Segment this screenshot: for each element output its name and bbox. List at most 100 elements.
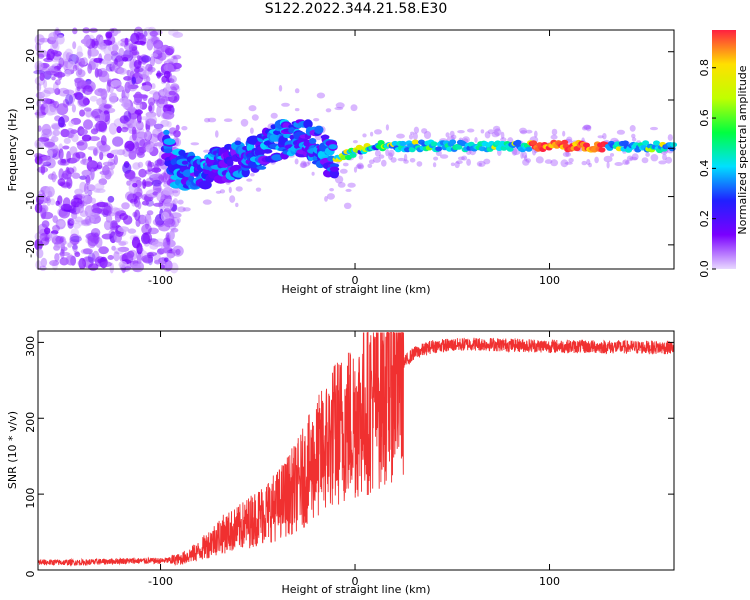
noise-blob: [67, 242, 73, 248]
noise-blob: [61, 173, 69, 181]
noise-blob: [87, 61, 96, 71]
noise-blob: [302, 161, 310, 167]
noise-blob: [609, 153, 615, 157]
noise-blob: [250, 127, 254, 134]
ridge-blob: [530, 140, 538, 146]
noise-blob: [41, 211, 54, 220]
noise-blob: [99, 170, 110, 175]
noise-blob: [129, 49, 140, 59]
noise-blob: [175, 248, 181, 256]
noise-blob: [60, 128, 70, 138]
noise-blob: [134, 109, 143, 115]
noise-blob: [52, 123, 61, 131]
noise-blob: [124, 37, 129, 46]
noise-blob: [130, 45, 138, 52]
noise-blob: [412, 132, 418, 141]
noise-blob: [50, 68, 58, 74]
noise-blob: [127, 193, 138, 203]
noise-blob: [396, 133, 405, 139]
noise-blob: [294, 158, 299, 165]
noise-blob: [423, 131, 432, 139]
noise-blob: [64, 69, 71, 77]
noise-blob: [34, 203, 43, 214]
noise-blob: [493, 125, 501, 132]
ridge-blob: [303, 119, 313, 129]
noise-blob: [99, 111, 105, 124]
noise-blob: [106, 152, 115, 159]
spectrogram-y-tick-label: -20: [24, 240, 37, 258]
spectrogram-marks: [33, 26, 678, 274]
noise-blob: [353, 166, 358, 173]
noise-blob: [358, 154, 364, 160]
noise-blob: [43, 79, 48, 89]
noise-blob: [150, 53, 159, 58]
noise-blob: [143, 213, 151, 221]
noise-blob: [131, 46, 138, 56]
noise-blob: [84, 205, 94, 218]
colorbar-ticks: 0.0 0.2 0.4 0.6 0.8: [698, 59, 716, 278]
noise-blob: [46, 128, 53, 137]
noise-blob: [141, 223, 152, 235]
noise-blob: [39, 265, 47, 271]
noise-blob: [603, 155, 613, 163]
noise-blob: [160, 96, 170, 102]
noise-blob: [145, 115, 158, 126]
noise-blob: [130, 51, 140, 56]
noise-blob: [91, 207, 103, 214]
noise-blob: [90, 197, 97, 204]
noise-blob: [144, 213, 152, 226]
noise-blob: [629, 124, 636, 132]
noise-blob: [219, 189, 226, 194]
noise-blob: [223, 118, 233, 122]
spectrogram-frame: [37, 29, 675, 270]
noise-blob: [71, 234, 82, 239]
ridge-blob: [525, 146, 533, 152]
noise-blob: [520, 130, 527, 135]
noise-blob: [606, 161, 610, 169]
noise-blob: [177, 199, 184, 205]
colorbar-tick-label: 0.4: [698, 160, 711, 178]
noise-blob: [170, 83, 180, 91]
noise-blob: [662, 153, 667, 161]
noise-blob: [147, 252, 154, 259]
noise-blob: [141, 55, 151, 63]
noise-blob: [631, 133, 636, 139]
noise-blob: [103, 220, 112, 231]
snr-y-tick-label: 100: [24, 488, 37, 509]
noise-blob: [163, 63, 174, 72]
noise-blob: [493, 128, 502, 136]
noise-blob: [134, 209, 141, 222]
noise-blob: [54, 28, 61, 36]
noise-blob: [115, 85, 125, 92]
noise-blob: [235, 186, 243, 192]
noise-blob: [127, 249, 138, 261]
noise-blob: [162, 187, 174, 196]
ridge-blob: [163, 138, 176, 146]
noise-blob: [124, 140, 135, 152]
noise-blob: [586, 159, 591, 166]
noise-blob: [117, 40, 126, 47]
noise-blob: [88, 263, 99, 271]
noise-blob: [142, 69, 150, 82]
noise-blob: [626, 155, 634, 162]
ridge-blob: [256, 165, 267, 170]
noise-blob: [313, 118, 320, 122]
noise-blob: [169, 45, 175, 54]
noise-blob: [136, 113, 142, 124]
noise-blob: [163, 70, 171, 79]
noise-blob: [147, 227, 159, 235]
noise-blob: [43, 103, 54, 108]
colorbar: 0.0 0.2 0.4 0.6 0.8 Normalized spectral ampl…: [698, 30, 749, 278]
noise-blob: [52, 174, 58, 180]
noise-blob: [487, 129, 495, 135]
noise-blob: [171, 62, 182, 70]
noise-blob: [240, 118, 249, 127]
noise-blob: [115, 211, 121, 217]
noise-blob: [153, 202, 164, 207]
noise-blob: [85, 109, 93, 118]
noise-blob: [40, 105, 46, 110]
noise-blob: [625, 160, 630, 165]
noise-blob: [650, 154, 659, 162]
noise-blob: [41, 89, 51, 98]
ridge-blob: [320, 134, 330, 140]
